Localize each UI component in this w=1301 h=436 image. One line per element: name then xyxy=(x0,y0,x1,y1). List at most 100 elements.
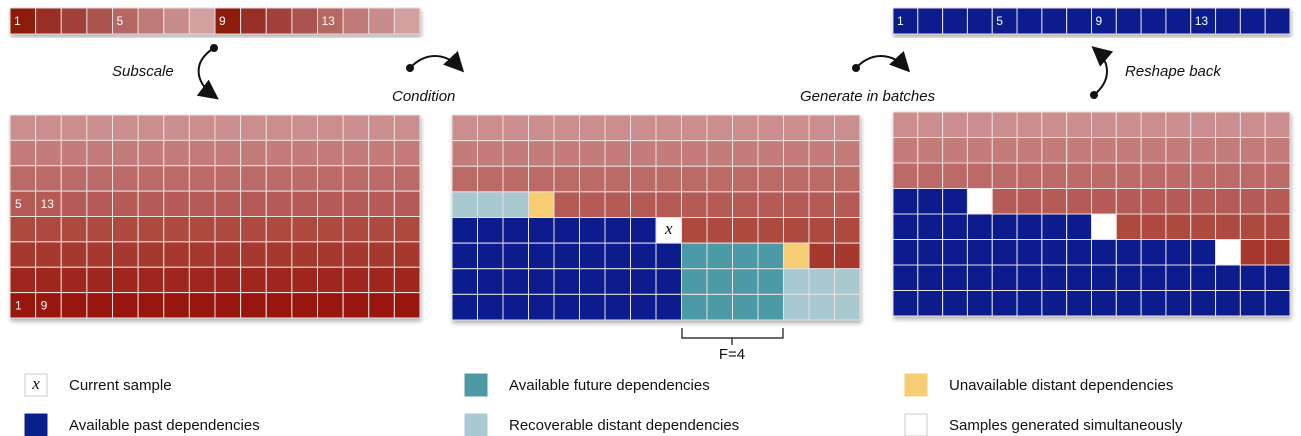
grid-cell xyxy=(451,165,478,193)
grid-cell xyxy=(214,216,242,243)
grid-cell xyxy=(393,292,421,319)
grid-cell xyxy=(342,165,370,192)
grid-cell xyxy=(1115,111,1142,138)
grid-cell xyxy=(112,165,139,192)
grid-cell xyxy=(834,293,861,321)
grid-cell xyxy=(35,139,62,167)
step-label: Subscale xyxy=(112,63,174,80)
arrow xyxy=(409,50,465,73)
grid-cell xyxy=(60,266,88,294)
grid-cell xyxy=(317,292,344,319)
current-sample: x xyxy=(664,219,673,238)
grid-cell xyxy=(477,140,504,167)
grid-cell xyxy=(368,165,395,192)
grid-cell xyxy=(706,217,733,244)
strip-cell xyxy=(917,7,944,35)
grid-cell xyxy=(9,165,37,192)
grid-cell xyxy=(630,165,657,193)
grid-cell xyxy=(1091,188,1117,215)
strip-label: 13 xyxy=(322,14,336,28)
grid-cell xyxy=(991,239,1018,266)
grid-cell xyxy=(966,264,993,291)
grid-cell xyxy=(892,111,919,138)
grid-cell xyxy=(630,217,657,244)
grid-cell xyxy=(1239,239,1266,266)
grid-cell xyxy=(732,165,759,193)
grid-cell xyxy=(477,268,504,295)
grid-cell xyxy=(35,216,62,243)
grid-cell xyxy=(368,114,395,141)
grid: x xyxy=(451,114,861,321)
grid-cell xyxy=(630,114,657,142)
grid-cell xyxy=(655,140,682,167)
grid-cell xyxy=(966,239,993,266)
grid-cell xyxy=(630,268,657,295)
grid-cell xyxy=(1115,290,1142,317)
grid-cell xyxy=(834,242,861,270)
grid-cell xyxy=(502,191,529,218)
legend-icon xyxy=(24,413,48,436)
legend-label: Available future dependencies xyxy=(509,377,710,394)
grid-cell xyxy=(942,239,968,266)
grid-cell xyxy=(1140,111,1167,138)
grid-cell xyxy=(783,191,810,218)
grid-cell xyxy=(757,268,784,295)
grid-cell xyxy=(942,213,968,240)
strip-label: 1 xyxy=(14,14,21,28)
grid-cell xyxy=(214,266,242,294)
grid-cell xyxy=(604,140,631,167)
arrow-dot xyxy=(852,64,860,72)
grid-cell xyxy=(553,242,580,270)
grid-cell xyxy=(579,114,606,142)
strip-label: 13 xyxy=(1195,14,1209,28)
grid-cell xyxy=(1016,162,1043,189)
grid-cell xyxy=(112,266,139,294)
grid-cell xyxy=(240,190,267,217)
grid-cell xyxy=(1066,162,1092,189)
grid-cell xyxy=(528,217,555,244)
grid-cell xyxy=(188,216,216,243)
grid-cell xyxy=(834,268,861,295)
grid-cell xyxy=(1140,213,1167,240)
grid-cell xyxy=(9,266,37,294)
grid-cell xyxy=(317,165,344,192)
grid-cell xyxy=(892,239,919,266)
step-label: Reshape back xyxy=(1125,63,1222,80)
grid-cell xyxy=(1165,111,1192,138)
grid-cell xyxy=(342,139,370,167)
grid-cell xyxy=(1264,111,1291,138)
grid-cell xyxy=(9,241,37,268)
grid-cell xyxy=(630,191,657,218)
grid-cell xyxy=(783,268,810,295)
grid-cell xyxy=(655,268,682,295)
grid-cell xyxy=(393,216,421,243)
grid-cell xyxy=(966,137,993,164)
grid-cell xyxy=(1264,137,1291,164)
grid-cell xyxy=(834,191,861,218)
grid-cell xyxy=(342,241,370,268)
grid-cell xyxy=(1165,290,1192,317)
grid-cell xyxy=(655,242,682,270)
grid-cell xyxy=(265,266,293,294)
grid-cell xyxy=(9,139,37,167)
strip-cell xyxy=(1066,7,1092,35)
grid-cell xyxy=(1264,213,1291,240)
grid-cell xyxy=(942,111,968,138)
grid-cell xyxy=(808,242,835,270)
grid-cell xyxy=(1016,137,1043,164)
grid-cell xyxy=(1091,239,1117,266)
grid-cell xyxy=(291,292,318,319)
arrow xyxy=(196,47,219,100)
grid-cell xyxy=(291,266,318,294)
cell-label: 9 xyxy=(41,298,48,312)
grid-cell xyxy=(1215,290,1241,317)
grid-cell xyxy=(214,241,242,268)
grid-cell xyxy=(1041,264,1068,291)
grid-cell xyxy=(1066,239,1092,266)
grid-cell xyxy=(1066,111,1092,138)
strip-cell xyxy=(35,7,62,35)
grid-cell xyxy=(1165,188,1192,215)
grid-cell xyxy=(579,165,606,193)
strip-cell xyxy=(991,7,1018,35)
grid-cell xyxy=(35,292,62,319)
